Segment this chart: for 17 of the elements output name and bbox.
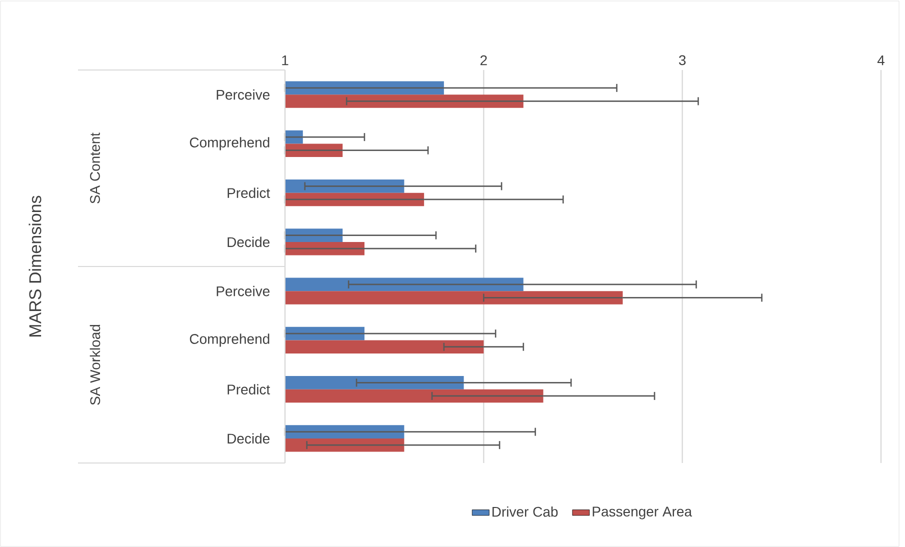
y-tick-label: Comprehend xyxy=(190,137,270,150)
x-tick-label: 1 xyxy=(282,56,288,66)
x-tick-label: 3 xyxy=(678,55,686,66)
x-tick-label: 4 xyxy=(877,56,884,66)
y-tick-label: Perceive xyxy=(216,89,270,100)
y-tick-label: Comprehend xyxy=(190,334,270,347)
y-tick-label: Predict xyxy=(228,384,270,394)
legend-label: Driver Cab xyxy=(492,506,558,517)
y-tick-label: Perceive xyxy=(216,286,270,296)
y-tick-label: Decide xyxy=(228,236,270,248)
x-tick-label: 2 xyxy=(480,55,487,66)
y-tick-label: Decide xyxy=(228,433,270,444)
text: SA Workload xyxy=(90,324,100,405)
text: MARS Dimensions xyxy=(28,196,42,336)
y-tick-label: Predict xyxy=(228,188,270,198)
text: SA Content xyxy=(90,132,100,204)
legend-label: Passenger Area xyxy=(592,506,692,520)
